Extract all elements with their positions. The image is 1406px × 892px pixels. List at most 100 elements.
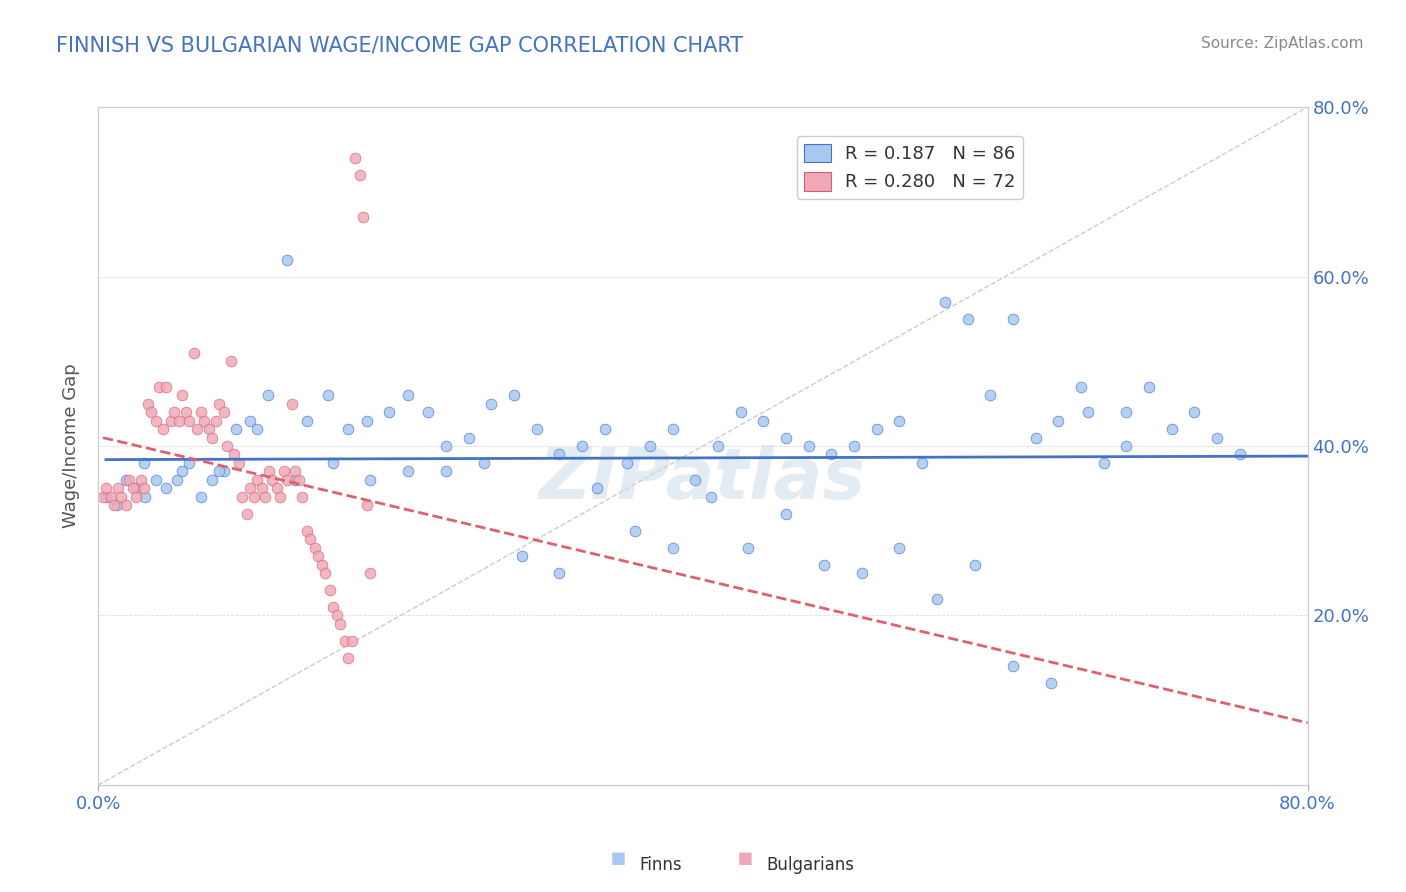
- Point: [889, 541, 911, 555]
- Point: [91, 490, 114, 504]
- Point: [190, 405, 212, 419]
- Point: [396, 464, 419, 478]
- Point: [107, 481, 129, 495]
- Point: [934, 294, 956, 309]
- Text: ▪: ▪: [737, 847, 754, 871]
- Point: [304, 541, 326, 555]
- Point: [434, 464, 457, 478]
- Point: [1092, 456, 1115, 470]
- Point: [208, 396, 231, 410]
- Point: [307, 549, 329, 564]
- Point: [103, 498, 125, 512]
- Point: [911, 456, 934, 470]
- Point: [311, 558, 333, 572]
- Point: [624, 524, 647, 538]
- Point: [1039, 676, 1062, 690]
- Point: [1115, 439, 1137, 453]
- Point: [205, 414, 228, 428]
- Point: [246, 473, 269, 487]
- Point: [231, 490, 253, 504]
- Point: [132, 481, 155, 495]
- Point: [356, 498, 378, 512]
- Point: [105, 498, 128, 512]
- Point: [148, 379, 170, 393]
- Point: [548, 566, 571, 580]
- Point: [548, 447, 571, 462]
- Point: [288, 473, 311, 487]
- Point: [174, 405, 197, 419]
- Point: [190, 490, 212, 504]
- Point: [336, 651, 359, 665]
- Point: [685, 473, 707, 487]
- Point: [360, 566, 382, 580]
- Point: [179, 456, 201, 470]
- Point: [291, 490, 314, 504]
- Point: [360, 473, 382, 487]
- Point: [927, 591, 949, 606]
- Point: [122, 481, 145, 495]
- Point: [1229, 447, 1251, 462]
- Point: [593, 422, 616, 436]
- Text: Bulgarians: Bulgarians: [766, 856, 855, 874]
- Point: [253, 490, 276, 504]
- Point: [349, 168, 371, 182]
- Point: [586, 481, 609, 495]
- Point: [170, 464, 193, 478]
- Point: [707, 439, 730, 453]
- Point: [276, 473, 298, 487]
- Point: [336, 422, 359, 436]
- Point: [813, 558, 835, 572]
- Point: [134, 490, 156, 504]
- Point: [1077, 405, 1099, 419]
- Point: [114, 473, 136, 487]
- Point: [141, 405, 163, 419]
- Point: [224, 447, 246, 462]
- Point: [170, 388, 193, 402]
- Point: [118, 473, 141, 487]
- Point: [221, 354, 243, 368]
- Point: [851, 566, 873, 580]
- Text: FINNISH VS BULGARIAN WAGE/INCOME GAP CORRELATION CHART: FINNISH VS BULGARIAN WAGE/INCOME GAP COR…: [56, 36, 744, 55]
- Point: [100, 490, 122, 504]
- Point: [145, 414, 167, 428]
- Point: [820, 447, 842, 462]
- Point: [316, 388, 339, 402]
- Point: [1001, 311, 1024, 326]
- Point: [1024, 430, 1046, 444]
- Point: [1070, 379, 1092, 393]
- Point: [322, 456, 344, 470]
- Point: [662, 422, 685, 436]
- Point: [276, 252, 298, 267]
- Point: [457, 430, 479, 444]
- Point: [197, 422, 219, 436]
- Point: [166, 473, 188, 487]
- Point: [344, 151, 367, 165]
- Point: [284, 473, 307, 487]
- Point: [269, 490, 291, 504]
- Text: Source: ZipAtlas.com: Source: ZipAtlas.com: [1201, 36, 1364, 51]
- Point: [132, 456, 155, 470]
- Point: [638, 439, 661, 453]
- Point: [257, 464, 280, 478]
- Point: [239, 414, 262, 428]
- Point: [503, 388, 526, 402]
- Point: [571, 439, 593, 453]
- Point: [183, 345, 205, 359]
- Point: [125, 490, 148, 504]
- Point: [333, 633, 356, 648]
- Point: [737, 541, 759, 555]
- Point: [416, 405, 439, 419]
- Point: [318, 583, 340, 598]
- Legend: R = 0.187   N = 86, R = 0.280   N = 72: R = 0.187 N = 86, R = 0.280 N = 72: [797, 136, 1024, 199]
- Point: [155, 379, 177, 393]
- Point: [284, 464, 307, 478]
- Point: [481, 396, 503, 410]
- Point: [299, 532, 322, 546]
- Point: [225, 422, 247, 436]
- Point: [844, 439, 866, 453]
- Point: [472, 456, 495, 470]
- Point: [114, 498, 136, 512]
- Point: [956, 311, 979, 326]
- Text: ▪: ▪: [610, 847, 627, 871]
- Point: [730, 405, 752, 419]
